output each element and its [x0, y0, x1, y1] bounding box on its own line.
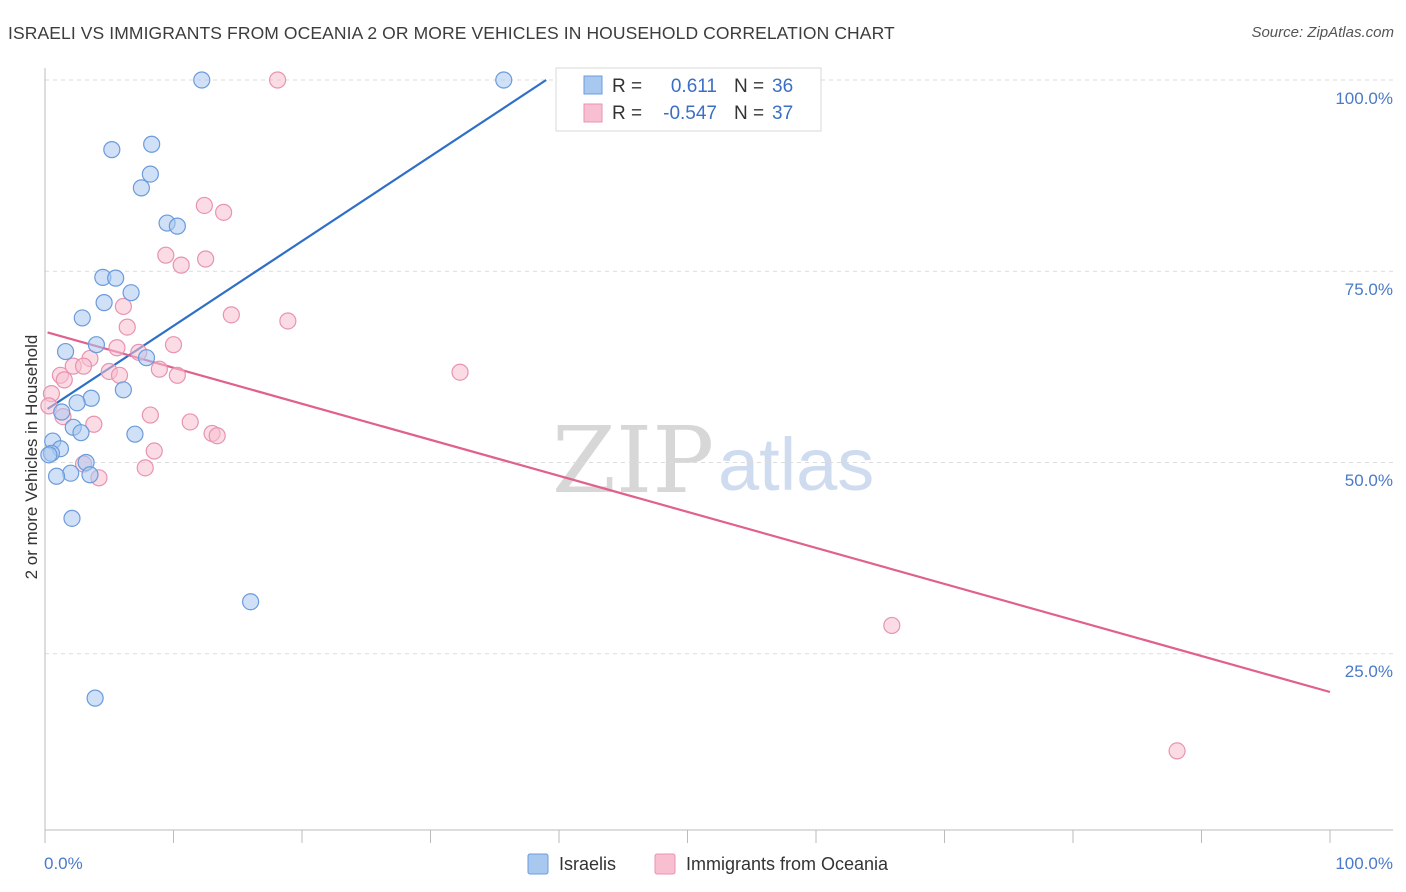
- data-point-blue: [141, 165, 159, 183]
- data-point-pink: [118, 318, 136, 336]
- series-legend: Israelis Immigrants from Oceania: [527, 853, 889, 875]
- data-point-blue: [495, 71, 513, 89]
- legend-swatch-pink: [583, 103, 603, 123]
- data-point-blue: [47, 467, 66, 485]
- data-point-pink: [208, 427, 226, 445]
- series-legend-label-oceania: Immigrants from Oceania: [686, 854, 889, 874]
- data-point-pink: [268, 71, 287, 89]
- data-point-blue: [73, 309, 91, 327]
- data-point-blue: [95, 294, 113, 312]
- data-point-pink: [168, 366, 186, 384]
- data-point-pink: [157, 246, 175, 264]
- data-point-blue: [107, 269, 125, 287]
- watermark-zip: ZIP: [552, 407, 714, 514]
- watermark-atlas: atlas: [718, 423, 874, 506]
- data-point-pink: [215, 203, 233, 221]
- data-point-pink: [110, 366, 129, 384]
- data-point-pink: [195, 196, 213, 215]
- data-point-pink: [197, 250, 215, 268]
- data-point-blue: [242, 593, 260, 611]
- data-point-pink: [85, 415, 103, 433]
- y-tick-label-75: 75.0%: [1345, 280, 1393, 299]
- data-point-blue: [168, 217, 186, 235]
- blue-points: [40, 71, 632, 707]
- data-point-pink: [141, 406, 159, 424]
- data-point-pink: [222, 306, 240, 324]
- trend-line-blue: [46, 79, 547, 410]
- series-legend-swatch-israelis: [527, 853, 549, 875]
- data-point-blue: [114, 381, 132, 399]
- data-point-pink: [150, 360, 168, 378]
- data-point-blue: [68, 394, 86, 412]
- data-point-blue: [87, 336, 106, 354]
- data-point-blue: [137, 349, 156, 367]
- data-point-blue: [53, 403, 71, 421]
- data-point-blue: [62, 464, 80, 482]
- legend-r-value-blue: 0.611: [671, 76, 717, 97]
- data-point-pink: [279, 312, 297, 330]
- data-point-blue: [132, 179, 150, 197]
- gridlines: [45, 79, 1393, 655]
- data-point-pink: [1168, 742, 1186, 760]
- legend-swatch-blue: [583, 75, 603, 95]
- data-point-pink: [451, 363, 469, 381]
- data-point-pink: [172, 256, 190, 274]
- legend-n-label-blue: N =: [734, 76, 764, 97]
- data-point-pink: [883, 616, 901, 635]
- data-point-pink: [114, 297, 132, 316]
- data-point-blue: [72, 424, 90, 442]
- legend-r-value-pink: -0.547: [663, 103, 717, 124]
- data-point-blue: [56, 342, 75, 361]
- trend-lines: [46, 79, 1331, 694]
- data-point-pink: [108, 339, 126, 357]
- data-point-pink: [181, 413, 199, 431]
- legend-r-label-blue: R =: [612, 76, 642, 97]
- data-point-pink: [164, 336, 183, 354]
- legend-n-value-pink: 37: [772, 103, 793, 124]
- data-point-blue: [86, 689, 104, 707]
- data-point-blue: [103, 141, 121, 159]
- data-point-blue: [126, 425, 144, 443]
- data-point-blue: [63, 509, 81, 527]
- x-tick-label-100: 100.0%: [1335, 854, 1393, 873]
- trend-line-pink: [47, 331, 1331, 694]
- correlation-legend: R = 0.611 N = 36 R = -0.547 N = 37: [555, 67, 822, 132]
- x-tick-marks: [44, 830, 1331, 843]
- data-point-blue: [193, 71, 211, 89]
- data-point-pink: [55, 371, 73, 389]
- series-legend-label-israelis: Israelis: [559, 854, 616, 874]
- y-tick-label-100: 100.0%: [1335, 89, 1393, 108]
- legend-r-label-pink: R =: [612, 103, 642, 124]
- data-point-blue: [122, 284, 140, 302]
- x-tick-label-0: 0.0%: [44, 854, 83, 873]
- data-point-pink: [74, 357, 93, 375]
- y-tick-label-25: 25.0%: [1345, 662, 1393, 681]
- y-axis-label: 2 or more Vehicles in Household: [22, 335, 41, 580]
- legend-n-value-blue: 36: [772, 76, 793, 97]
- chart-title: ISRAELI VS IMMIGRANTS FROM OCEANIA 2 OR …: [8, 23, 895, 43]
- data-point-blue: [143, 135, 161, 153]
- data-point-pink: [145, 442, 163, 460]
- chart-source: Source: ZipAtlas.com: [1251, 24, 1394, 41]
- data-point-pink: [136, 459, 154, 477]
- y-tick-label-50: 50.0%: [1345, 471, 1393, 490]
- data-point-blue: [81, 466, 99, 484]
- data-point-blue: [40, 446, 58, 464]
- legend-n-label-pink: N =: [734, 103, 764, 124]
- series-legend-swatch-oceania: [654, 853, 676, 875]
